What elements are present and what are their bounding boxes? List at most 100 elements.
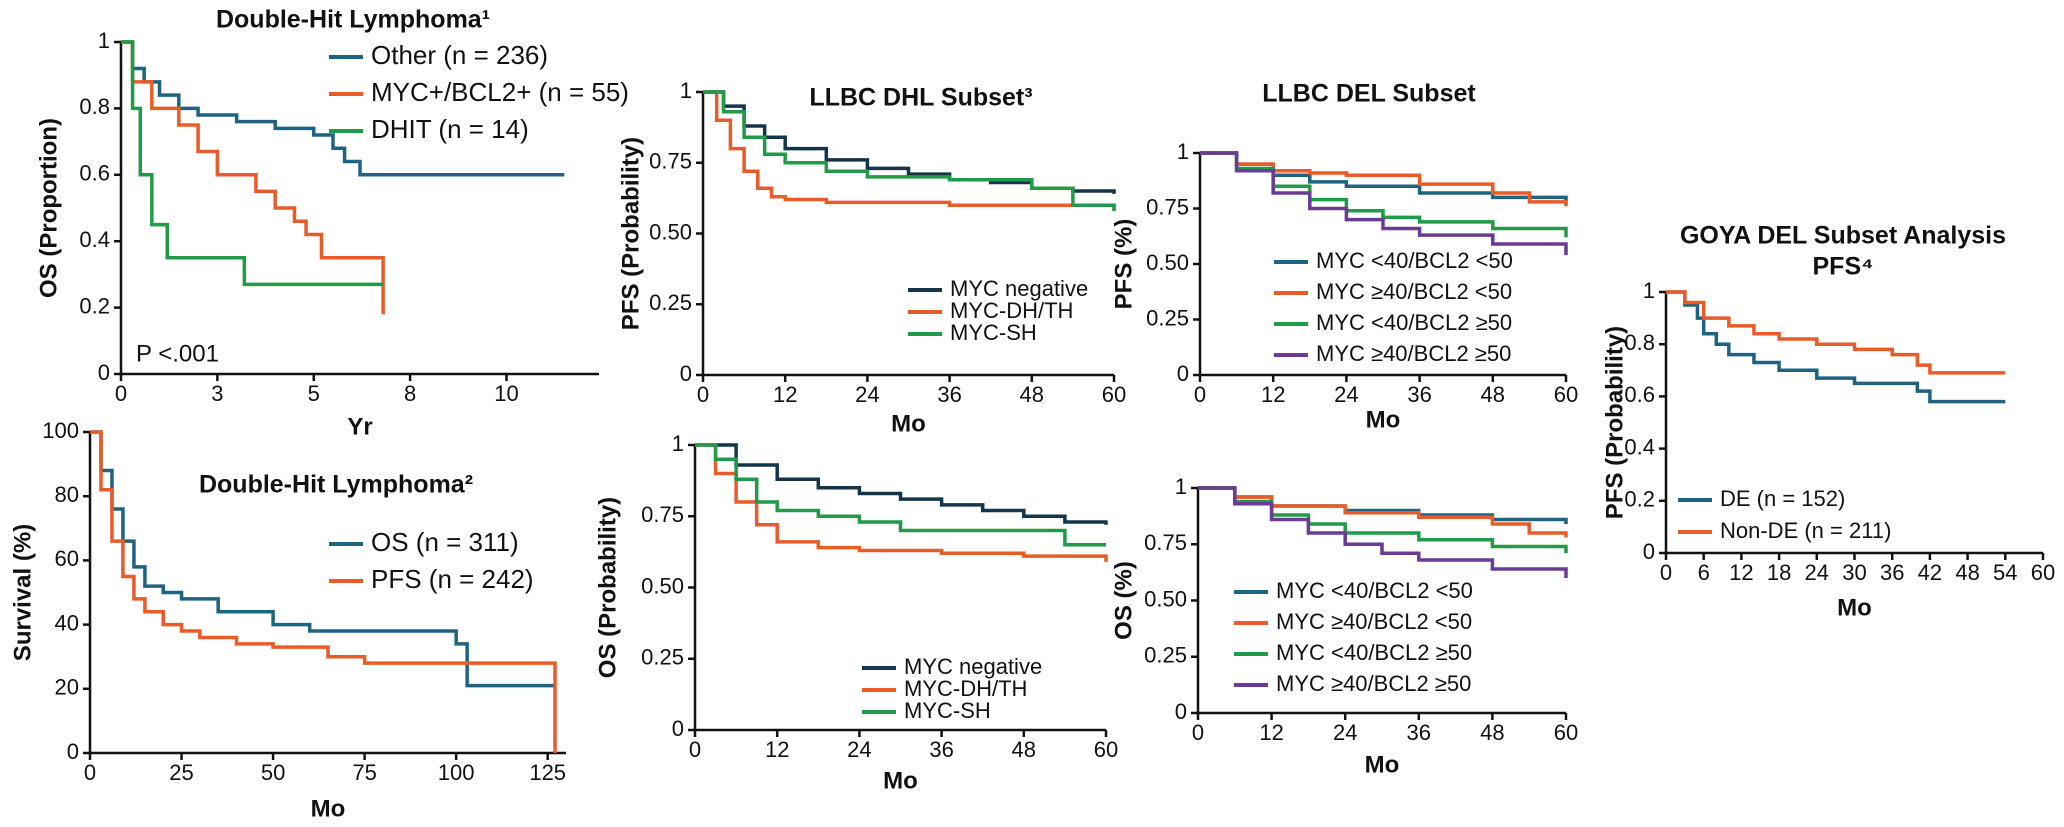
- legend-label: MYC negative: [950, 276, 1088, 301]
- survival-curve: [1198, 486, 1568, 538]
- x-tick-label: 125: [529, 760, 566, 785]
- x-tick-label: 12: [1729, 560, 1753, 585]
- survival-curve: [695, 443, 1108, 525]
- y-tick-label: 0: [680, 361, 692, 386]
- legend-label: MYC ≥40/BCL2 <50: [1276, 609, 1472, 634]
- x-tick-label: 0: [1192, 720, 1204, 745]
- x-tick-label: 12: [1259, 720, 1283, 745]
- x-tick-label: 8: [404, 381, 416, 406]
- y-axis-label: OS (Probability): [594, 497, 621, 678]
- legend-label: MYC+/BCL2+ (n = 55): [371, 77, 629, 107]
- chart-title: LLBC DEL Subset: [1262, 80, 1476, 108]
- x-tick-label: 24: [1333, 720, 1357, 745]
- y-tick-label: 0: [98, 360, 110, 385]
- x-tick-label: 36: [937, 382, 961, 407]
- survival-curve: [1200, 151, 1568, 256]
- y-tick-label: 0.50: [1146, 250, 1189, 275]
- survival-curve: [121, 40, 565, 177]
- x-axis-label: Mo: [891, 410, 926, 437]
- x-tick-label: 24: [855, 382, 879, 407]
- x-tick-label: 0: [1194, 382, 1206, 407]
- y-tick-label: 0.75: [649, 149, 692, 174]
- y-tick-label: 0.4: [79, 227, 110, 252]
- y-tick-label: 1: [1643, 278, 1655, 303]
- x-tick-label: 24: [847, 737, 871, 762]
- survival-curve: [703, 90, 1116, 211]
- y-tick-label: 0: [672, 716, 684, 741]
- x-tick-label: 30: [1842, 560, 1866, 585]
- y-tick-label: 0.75: [1146, 194, 1189, 219]
- x-tick-label: 60: [1554, 720, 1578, 745]
- legend-label: MYC ≥40/BCL2 ≥50: [1316, 341, 1511, 366]
- x-tick-label: 48: [1020, 382, 1044, 407]
- x-tick-label: 60: [1094, 737, 1118, 762]
- x-tick-label: 12: [1261, 382, 1285, 407]
- y-tick-label: 0: [67, 739, 79, 764]
- y-tick-label: 1: [98, 28, 110, 53]
- legend-label: MYC <40/BCL2 <50: [1276, 578, 1473, 603]
- x-tick-label: 6: [1698, 560, 1710, 585]
- survival-curve: [90, 430, 557, 753]
- x-tick-label: 10: [494, 381, 518, 406]
- y-tick-label: 1: [672, 431, 684, 456]
- y-tick-label: 80: [55, 482, 79, 507]
- y-tick-label: 0.4: [1624, 434, 1655, 459]
- y-tick-label: 0.50: [1144, 586, 1187, 611]
- chart-title: GOYA DEL Subset Analysis: [1680, 222, 2006, 250]
- legend-label: MYC-SH: [904, 698, 991, 723]
- y-tick-label: 0.25: [1144, 643, 1187, 668]
- x-axis-label: Mo: [1366, 406, 1401, 433]
- y-tick-label: 0: [1175, 699, 1187, 724]
- x-tick-label: 36: [1880, 560, 1904, 585]
- survival-curve: [1200, 151, 1568, 205]
- x-tick-label: 25: [169, 760, 193, 785]
- x-tick-label: 48: [1012, 737, 1036, 762]
- x-tick-label: 0: [84, 760, 96, 785]
- x-axis-label: Mo: [883, 767, 918, 794]
- legend-label: MYC <40/BCL2 ≥50: [1276, 640, 1472, 665]
- y-tick-label: 0: [1177, 361, 1189, 386]
- y-axis-label: OS (%): [1110, 561, 1137, 640]
- legend-label: MYC ≥40/BCL2 <50: [1316, 279, 1512, 304]
- y-tick-label: 0: [1643, 539, 1655, 564]
- x-axis-label: Mo: [311, 795, 346, 822]
- legend-label: DE (n = 152): [1720, 486, 1845, 511]
- x-axis-label: Mo: [1365, 751, 1400, 778]
- y-tick-label: 0.25: [1146, 305, 1189, 330]
- y-tick-label: 0.25: [641, 645, 684, 670]
- x-tick-label: 0: [689, 737, 701, 762]
- chart-title: PFS⁴: [1813, 253, 1874, 281]
- y-tick-label: 1: [1175, 474, 1187, 499]
- survival-curve: [1198, 486, 1568, 524]
- y-tick-label: 0.2: [1624, 487, 1655, 512]
- x-tick-label: 48: [1480, 720, 1504, 745]
- legend-label: Non-DE (n = 211): [1720, 518, 1891, 543]
- y-tick-label: 0.25: [649, 290, 692, 315]
- y-tick-label: 0.6: [1624, 382, 1655, 407]
- legend-label: MYC-SH: [950, 320, 1037, 345]
- annotation: P <.001: [136, 340, 219, 367]
- x-tick-label: 60: [2031, 560, 2055, 585]
- y-tick-label: 0.6: [79, 161, 110, 186]
- x-tick-label: 100: [438, 760, 475, 785]
- y-tick-label: 0.75: [1144, 530, 1187, 555]
- x-tick-label: 3: [211, 381, 223, 406]
- y-tick-label: 0.75: [641, 502, 684, 527]
- survival-curve: [121, 40, 385, 315]
- x-tick-label: 75: [352, 760, 376, 785]
- legend-label: MYC <40/BCL2 <50: [1316, 248, 1513, 273]
- survival-curve: [1200, 151, 1568, 207]
- x-axis-label: Yr: [347, 413, 372, 440]
- x-tick-label: 54: [1993, 560, 2017, 585]
- y-axis-label: PFS (Probability): [617, 137, 644, 330]
- x-tick-label: 0: [697, 382, 709, 407]
- x-tick-label: 42: [1918, 560, 1942, 585]
- y-tick-label: 60: [55, 546, 79, 571]
- y-tick-label: 20: [55, 675, 79, 700]
- x-tick-label: 5: [308, 381, 320, 406]
- y-tick-label: 100: [42, 418, 79, 443]
- x-tick-label: 60: [1554, 382, 1578, 407]
- y-tick-label: 1: [680, 78, 692, 103]
- y-axis-label: OS (Proportion): [35, 118, 62, 298]
